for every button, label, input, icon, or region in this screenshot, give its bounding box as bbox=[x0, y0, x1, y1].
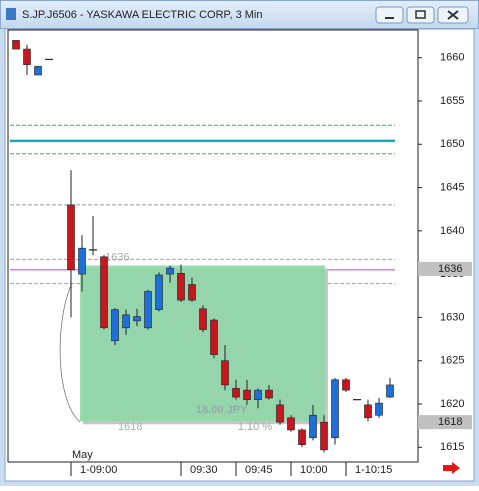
x-tick-label: 09:30 bbox=[190, 464, 218, 476]
candle-body bbox=[298, 429, 306, 445]
price-tag bbox=[418, 261, 472, 276]
app-icon bbox=[6, 8, 16, 20]
x-tick-label: 10:00 bbox=[300, 464, 328, 476]
candle-body bbox=[375, 402, 383, 416]
y-tick-label: 1660 bbox=[440, 52, 464, 64]
candle-body bbox=[12, 40, 20, 50]
candle-body bbox=[254, 389, 262, 400]
y-tick-label: 1630 bbox=[440, 311, 464, 323]
measure-change: 18.00 JPY bbox=[196, 404, 248, 416]
candle-body bbox=[199, 308, 207, 330]
candle-body bbox=[221, 360, 229, 386]
x-tick-label: 09:45 bbox=[245, 464, 273, 476]
x-group-label: May bbox=[72, 449, 93, 461]
candle-body bbox=[210, 319, 218, 355]
candle-body bbox=[144, 291, 152, 329]
candle-body bbox=[133, 316, 141, 322]
x-tick-label: 1-09:00 bbox=[80, 464, 117, 476]
candle-body bbox=[166, 267, 174, 275]
candle-body bbox=[177, 272, 185, 301]
candle-body bbox=[111, 309, 119, 342]
measure-percent: 1.10 % bbox=[238, 421, 272, 433]
x-tick-label: 1-10:15 bbox=[355, 464, 392, 476]
candle-body bbox=[122, 314, 130, 329]
candle-body bbox=[78, 247, 86, 275]
candle-body bbox=[232, 388, 240, 398]
window-title: S.JP.J6506 - YASKAWA ELECTRIC CORP, 3 Mi… bbox=[22, 9, 262, 21]
price-tag-label: 1618 bbox=[438, 416, 462, 428]
candle-body bbox=[386, 384, 394, 398]
measure-end-label: 1618 bbox=[118, 421, 142, 433]
candle-body bbox=[243, 389, 251, 400]
y-tick-label: 1645 bbox=[440, 181, 464, 193]
candle-body bbox=[287, 417, 295, 431]
scroll-arrow[interactable] bbox=[443, 462, 460, 474]
candle-body bbox=[265, 389, 273, 399]
restore-button[interactable] bbox=[406, 6, 435, 24]
y-tick-label: 1655 bbox=[440, 95, 464, 107]
candle-body bbox=[331, 379, 339, 439]
y-tick-label: 1625 bbox=[440, 355, 464, 367]
candle-body bbox=[23, 48, 31, 65]
candle-body bbox=[188, 284, 196, 301]
price-tag-label: 1636 bbox=[438, 263, 462, 275]
minimize-button[interactable] bbox=[375, 6, 404, 24]
measure-start-label: 1636 bbox=[105, 251, 129, 263]
candle-body bbox=[155, 274, 163, 310]
measure-box bbox=[80, 265, 325, 422]
candle-body bbox=[100, 256, 108, 329]
measure-connector bbox=[59, 282, 81, 423]
y-tick-label: 1650 bbox=[440, 138, 464, 150]
candle-body bbox=[309, 414, 317, 439]
y-tick-label: 1620 bbox=[440, 398, 464, 410]
candle-body bbox=[276, 404, 284, 423]
candle-body bbox=[364, 404, 372, 419]
close-button[interactable] bbox=[437, 6, 469, 24]
y-tick-label: 1615 bbox=[440, 441, 464, 453]
candle-body bbox=[342, 379, 350, 391]
candle-body bbox=[67, 204, 75, 271]
price-tag bbox=[418, 415, 472, 430]
candle-body bbox=[34, 66, 42, 76]
candle-body bbox=[320, 421, 328, 451]
y-tick-label: 1640 bbox=[440, 225, 464, 237]
